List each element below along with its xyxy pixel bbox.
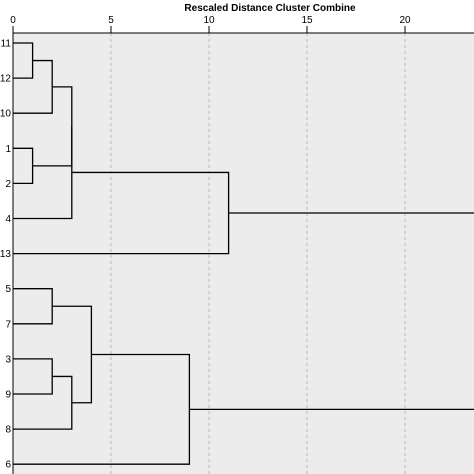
- dendrogram-branches: [13, 42, 474, 465]
- leaf-label-3: 3: [5, 354, 11, 365]
- grid-lines: [110, 33, 406, 474]
- leaf-label-12: 12: [0, 74, 11, 85]
- leaf-label-11: 11: [1, 39, 12, 50]
- leaf-label-10: 10: [0, 109, 11, 120]
- tick-label-15: 15: [301, 15, 313, 26]
- leaf-label-6: 6: [5, 460, 11, 471]
- leaf-label-4: 4: [5, 214, 11, 225]
- tick-label-10: 10: [203, 15, 215, 26]
- tick-label-5: 5: [108, 15, 114, 26]
- chart-title: Rescaled Distance Cluster Combine: [184, 3, 356, 14]
- leaf-label-1: 1: [5, 144, 11, 155]
- leaf-label-8: 8: [5, 425, 11, 436]
- leaf-label-9: 9: [5, 390, 11, 401]
- merge-root: [189, 212, 474, 411]
- leaf-label-2: 2: [5, 179, 11, 190]
- tick-label-20: 20: [399, 15, 411, 26]
- tick-label-0: 0: [10, 15, 16, 26]
- leaf-label-5: 5: [5, 284, 11, 295]
- merge-e: [13, 126, 73, 220]
- leaf-label-13: 13: [0, 249, 11, 260]
- leaf-label-7: 7: [5, 319, 11, 330]
